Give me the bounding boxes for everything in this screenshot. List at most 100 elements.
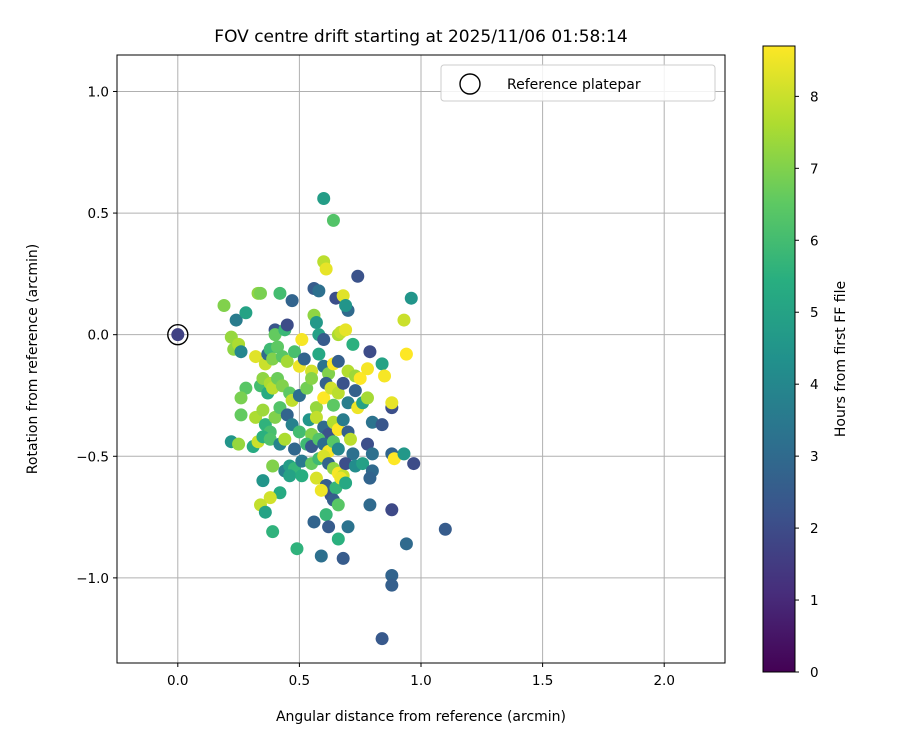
data-point (312, 347, 326, 361)
data-point (351, 269, 365, 283)
data-point (339, 476, 353, 490)
colorbar-tick-label: 7 (810, 161, 819, 177)
data-point (309, 471, 323, 485)
data-point (343, 432, 357, 446)
data-point (239, 306, 253, 320)
data-point (234, 345, 248, 359)
data-point (336, 413, 350, 427)
data-point (341, 520, 355, 534)
colorbar-label: Hours from first FF file (833, 281, 849, 437)
data-point (404, 291, 418, 305)
y-tick-label: −1.0 (76, 571, 109, 587)
data-point (268, 410, 282, 424)
data-point (331, 354, 345, 368)
data-point (341, 396, 355, 410)
data-point (297, 352, 311, 366)
data-point (285, 294, 299, 308)
data-point (256, 403, 270, 417)
data-point (375, 632, 389, 646)
data-point (263, 432, 277, 446)
data-point (363, 498, 377, 512)
data-point (234, 408, 248, 422)
colorbar (762, 45, 796, 673)
data-point (331, 423, 345, 437)
y-tick-label: 0.0 (88, 328, 109, 344)
data-point (273, 486, 287, 500)
data-point (309, 410, 323, 424)
data-point (336, 289, 350, 303)
x-tick-label: 0.5 (289, 673, 310, 689)
data-point (339, 298, 353, 312)
data-point (300, 381, 314, 395)
chart-title: FOV centre drift starting at 2025/11/06 … (214, 27, 627, 47)
reference-platepar-marker (167, 323, 189, 346)
data-point (326, 398, 340, 412)
x-tick-label: 1.0 (410, 673, 431, 689)
data-point (319, 262, 333, 276)
data-point (266, 525, 280, 539)
data-point (329, 481, 343, 495)
data-point (266, 381, 280, 395)
data-point (273, 286, 287, 300)
data-point (331, 498, 345, 512)
data-point (295, 333, 309, 347)
colorbar-tick-label: 2 (810, 521, 819, 537)
data-point (217, 298, 231, 312)
data-point (288, 345, 302, 359)
data-point (360, 362, 374, 376)
data-point (295, 454, 309, 468)
legend-label: Reference platepar (507, 77, 641, 93)
data-point (399, 347, 413, 361)
data-point (336, 376, 350, 390)
data-point (331, 532, 345, 546)
data-point (322, 520, 336, 534)
colorbar-tick-label: 8 (810, 89, 819, 105)
data-point (385, 503, 399, 517)
y-axis-label: Rotation from reference (arcmin) (25, 244, 41, 474)
data-point (397, 313, 411, 327)
reference-marker (167, 323, 189, 346)
data-point (256, 474, 270, 488)
data-point (317, 391, 331, 405)
data-point (331, 386, 345, 400)
data-point (290, 542, 304, 556)
x-tick-label: 1.5 (532, 673, 553, 689)
data-point (171, 328, 185, 342)
data-point (280, 408, 294, 422)
data-point (319, 508, 333, 522)
data-point (397, 447, 411, 461)
data-point (353, 371, 367, 385)
data-point (309, 401, 323, 415)
data-point (295, 469, 309, 483)
data-point (385, 568, 399, 582)
data-point (314, 483, 328, 497)
y-tick-label: 0.5 (88, 206, 109, 222)
legend: Reference platepar (440, 64, 716, 102)
colorbar-ticks: 0 1 2 3 4 5 6 7 8 (795, 89, 819, 681)
data-point (292, 425, 306, 439)
data-point (280, 354, 294, 368)
y-tick-label: 1.0 (88, 84, 109, 100)
data-point (314, 549, 328, 563)
data-point (375, 418, 389, 432)
data-point (309, 316, 323, 330)
data-point (271, 340, 285, 354)
x-ticks: 0.0 0.5 1.0 1.5 2.0 (167, 663, 675, 689)
data-point (356, 457, 370, 471)
data-point (378, 369, 392, 383)
data-point (346, 337, 360, 351)
data-point (407, 457, 421, 471)
data-point (249, 350, 263, 364)
data-point (385, 396, 399, 410)
colorbar-tick-label: 0 (810, 665, 819, 681)
data-point (339, 457, 353, 471)
data-point (385, 578, 399, 592)
data-point (363, 345, 377, 359)
data-point (278, 432, 292, 446)
data-point (360, 391, 374, 405)
data-point (317, 333, 331, 347)
data-point (232, 437, 246, 451)
x-tick-label: 0.0 (167, 673, 188, 689)
data-point (326, 213, 340, 227)
